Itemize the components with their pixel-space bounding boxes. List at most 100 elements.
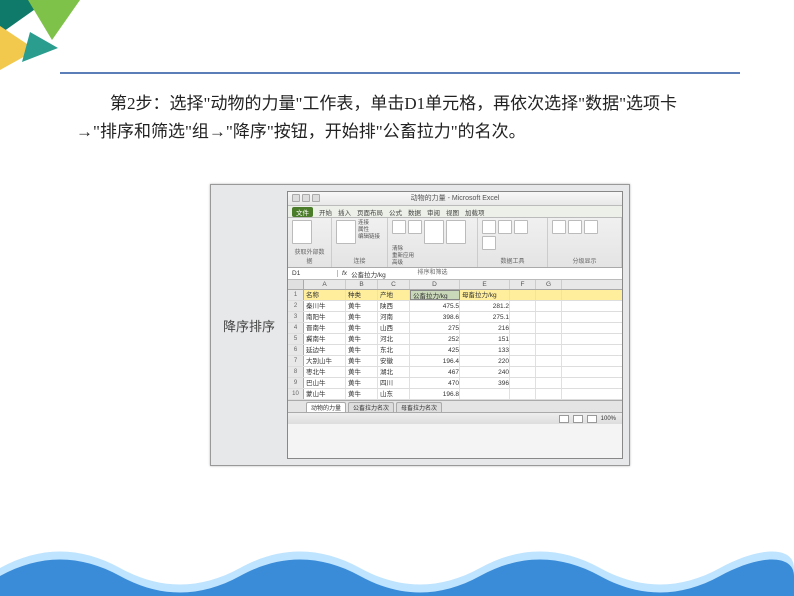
fx-icon[interactable]: fx: [338, 270, 351, 277]
tab-formulas[interactable]: 公式: [389, 207, 402, 217]
name-box[interactable]: D1: [288, 270, 338, 277]
cell[interactable]: [510, 323, 536, 333]
tab-data[interactable]: 数据: [408, 207, 421, 217]
group-icon[interactable]: [552, 220, 566, 234]
cell[interactable]: 398.6: [410, 312, 460, 322]
cell[interactable]: 陕西: [378, 301, 410, 311]
cell[interactable]: 东北: [378, 345, 410, 355]
select-all-corner[interactable]: [288, 280, 304, 289]
sheet-tab-2[interactable]: 公畜拉力名次: [348, 402, 394, 412]
hdr-female-pull[interactable]: 母畜拉力/kg: [460, 290, 510, 300]
cell[interactable]: 晋南牛: [304, 323, 346, 333]
cell[interactable]: [536, 356, 562, 366]
cell[interactable]: 黄牛: [346, 301, 378, 311]
texttocols-icon[interactable]: [482, 220, 496, 234]
conn-item-3[interactable]: 编辑链接: [358, 234, 380, 241]
subtotal-icon[interactable]: [584, 220, 598, 234]
tab-addins[interactable]: 加载项: [465, 207, 485, 217]
cell[interactable]: 黄牛: [346, 323, 378, 333]
cell[interactable]: 湖北: [378, 367, 410, 377]
cell[interactable]: 黄牛: [346, 312, 378, 322]
row-num[interactable]: 5: [288, 334, 304, 344]
cell[interactable]: 安徽: [378, 356, 410, 366]
hdr-g[interactable]: [536, 290, 562, 300]
cell[interactable]: [510, 301, 536, 311]
cell[interactable]: [510, 356, 536, 366]
cell[interactable]: 黄牛: [346, 367, 378, 377]
view-pagebreak-icon[interactable]: [587, 415, 597, 423]
cell[interactable]: [536, 334, 562, 344]
cell[interactable]: 425: [410, 345, 460, 355]
cell[interactable]: 470: [410, 378, 460, 388]
cell[interactable]: 河北: [378, 334, 410, 344]
cell[interactable]: [536, 367, 562, 377]
cell[interactable]: 216: [460, 323, 510, 333]
cell[interactable]: [460, 389, 510, 399]
whatif-icon[interactable]: [482, 236, 496, 250]
cell[interactable]: 冀南牛: [304, 334, 346, 344]
cell[interactable]: 467: [410, 367, 460, 377]
hdr-name[interactable]: 名称: [304, 290, 346, 300]
row-num[interactable]: 9: [288, 378, 304, 388]
cell[interactable]: [510, 334, 536, 344]
cell[interactable]: [536, 312, 562, 322]
col-D[interactable]: D: [410, 280, 460, 289]
view-pagelayout-icon[interactable]: [573, 415, 583, 423]
row-num[interactable]: 2: [288, 301, 304, 311]
cell[interactable]: 河南: [378, 312, 410, 322]
cell[interactable]: 四川: [378, 378, 410, 388]
cell[interactable]: 大别山牛: [304, 356, 346, 366]
cell[interactable]: 196.4: [410, 356, 460, 366]
row-num-1[interactable]: 1: [288, 290, 304, 300]
row-num[interactable]: 4: [288, 323, 304, 333]
cell[interactable]: 396: [460, 378, 510, 388]
tab-insert[interactable]: 插入: [338, 207, 351, 217]
removedup-icon[interactable]: [498, 220, 512, 234]
cell[interactable]: 黄牛: [346, 345, 378, 355]
qat-save-icon[interactable]: [292, 194, 300, 202]
cell[interactable]: 巴山牛: [304, 378, 346, 388]
cell[interactable]: [510, 378, 536, 388]
cell[interactable]: 黄牛: [346, 389, 378, 399]
cell[interactable]: 南阳牛: [304, 312, 346, 322]
tab-view[interactable]: 视图: [446, 207, 459, 217]
cell[interactable]: 黄牛: [346, 334, 378, 344]
formula-content[interactable]: 公畜拉力/kg: [351, 269, 386, 279]
cell[interactable]: 275.1: [460, 312, 510, 322]
cell[interactable]: 蒙山牛: [304, 389, 346, 399]
cell[interactable]: [536, 389, 562, 399]
cell[interactable]: 133: [460, 345, 510, 355]
hdr-male-pull[interactable]: 公畜拉力/kg: [410, 290, 460, 300]
refresh-icon[interactable]: [336, 220, 356, 244]
cell[interactable]: [536, 345, 562, 355]
cell[interactable]: [510, 312, 536, 322]
row-num[interactable]: 7: [288, 356, 304, 366]
col-G[interactable]: G: [536, 280, 562, 289]
cell[interactable]: 黄牛: [346, 378, 378, 388]
cell[interactable]: 275: [410, 323, 460, 333]
filter-button[interactable]: [446, 220, 466, 244]
zoom-level[interactable]: 100%: [601, 416, 616, 422]
sheet-tab-3[interactable]: 母畜拉力名次: [396, 402, 442, 412]
tab-home[interactable]: 开始: [319, 207, 332, 217]
getdata-icon[interactable]: [292, 220, 312, 244]
row-num[interactable]: 8: [288, 367, 304, 377]
cell[interactable]: 秦川牛: [304, 301, 346, 311]
cell[interactable]: 延边牛: [304, 345, 346, 355]
cell[interactable]: [536, 301, 562, 311]
hdr-kind[interactable]: 种类: [346, 290, 378, 300]
tab-file[interactable]: 文件: [292, 207, 313, 217]
tab-pagelayout[interactable]: 页面布局: [357, 207, 383, 217]
row-num[interactable]: 10: [288, 389, 304, 399]
cell[interactable]: [510, 389, 536, 399]
cell[interactable]: [510, 345, 536, 355]
sort-button[interactable]: [424, 220, 444, 244]
cell[interactable]: 220: [460, 356, 510, 366]
sf-item-3[interactable]: 高级: [392, 260, 414, 267]
consolidate-icon[interactable]: [514, 220, 528, 234]
col-E[interactable]: E: [460, 280, 510, 289]
cell[interactable]: 枣北牛: [304, 367, 346, 377]
sort-desc-button[interactable]: [408, 220, 422, 234]
cell[interactable]: 475.5: [410, 301, 460, 311]
cell[interactable]: 山西: [378, 323, 410, 333]
